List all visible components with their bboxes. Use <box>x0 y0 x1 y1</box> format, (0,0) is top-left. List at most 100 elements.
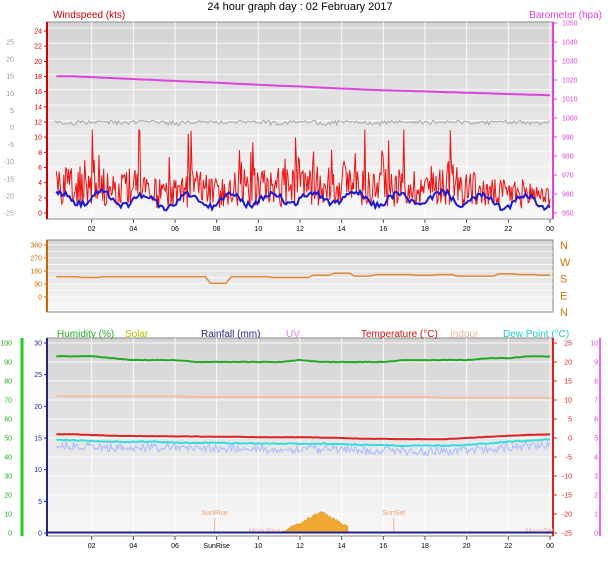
legend-uv: UV <box>286 329 300 340</box>
th-x-label: SunRise <box>203 543 230 550</box>
grey-trace-line <box>54 119 551 127</box>
compass-label: W <box>560 257 571 269</box>
windspeed-axis-label: 20 <box>34 59 42 66</box>
humidity-axis-label: 50 <box>4 436 12 443</box>
outer-speed-axis-label: -5 <box>8 142 14 149</box>
th-x-label: 00 <box>546 543 554 550</box>
outer-speed-axis-label: -20 <box>4 193 14 200</box>
indoor-temperature-line <box>56 395 550 399</box>
dewpoint-line <box>56 437 551 448</box>
outer-speed-axis-label: -10 <box>4 159 14 166</box>
humidity-axis-label: 40 <box>4 455 12 462</box>
windspeed-axis-label: 14 <box>34 104 42 111</box>
th-x-label: 14 <box>338 543 346 550</box>
legend-temperature: Temperature (°C) <box>361 329 438 340</box>
wind-x-label: 02 <box>88 226 96 233</box>
barometer-axis-label: 950 <box>562 211 574 218</box>
rainfall-axis-label: 30 <box>34 341 42 348</box>
wind-direction-line <box>56 272 550 285</box>
compass-label: N <box>560 307 568 319</box>
rainfall-axis-label: 25 <box>34 372 42 379</box>
temperature-axis-label: -20 <box>562 512 572 519</box>
direction-axis-label: 180 <box>30 269 42 276</box>
windspeed-axis-label: 2 <box>38 195 42 202</box>
temperature-axis-label: -5 <box>566 455 572 462</box>
uv-axis-label: 5 <box>594 436 598 443</box>
wind-x-label: 04 <box>129 226 137 233</box>
th-x-label: 20 <box>463 543 471 550</box>
outer-speed-axis-label: 25 <box>6 40 14 47</box>
th-x-label: 06 <box>171 543 179 550</box>
compass-label: S <box>560 274 567 286</box>
windspeed-axis-label: 18 <box>34 74 42 81</box>
th-x-label: 10 <box>254 543 262 550</box>
barometer-axis-label: 1050 <box>562 21 578 28</box>
th-x-label: 04 <box>129 543 137 550</box>
uv-axis-label: 6 <box>594 417 598 424</box>
sunrise-label: SunRise <box>201 510 228 517</box>
windspeed-axis-label: 8 <box>38 150 42 157</box>
humidity-axis-label: 20 <box>4 493 12 500</box>
rainfall-axis-label: 0 <box>38 531 42 538</box>
humidity-axis-label: 90 <box>4 360 12 367</box>
wind-x-label: 12 <box>296 226 304 233</box>
direction-axis-label: 0 <box>38 295 42 302</box>
barometer-axis-label: 980 <box>562 154 574 161</box>
wind-x-label: 08 <box>213 226 221 233</box>
barometer-axis-label: 1040 <box>562 40 578 47</box>
humidity-axis-label: 10 <box>4 512 12 519</box>
compass-label: N <box>560 240 568 252</box>
windspeed-axis-label: 22 <box>34 44 42 51</box>
uv-axis-label: 4 <box>594 455 598 462</box>
th-x-label: 18 <box>421 543 429 550</box>
direction-axis-label: 90 <box>34 282 42 289</box>
windspeed-axis-title: Windspeed (kts) <box>53 10 125 21</box>
rainfall-axis-label: 20 <box>34 404 42 411</box>
th-x-label: 12 <box>296 543 304 550</box>
uv-axis-label: 3 <box>594 474 598 481</box>
temperature-axis-label: -15 <box>562 493 572 500</box>
uv-axis-label: 8 <box>594 379 598 386</box>
windspeed-axis-label: 10 <box>34 135 42 142</box>
outer-speed-axis-label: 5 <box>10 108 14 115</box>
uv-axis-label: 10 <box>590 341 598 348</box>
temperature-axis-label: 20 <box>564 360 572 367</box>
barometer-axis-label: 1030 <box>562 59 578 66</box>
uv-axis-label: 2 <box>594 493 598 500</box>
outer-speed-axis-label: -15 <box>4 176 14 183</box>
barometer-axis-label: 1010 <box>562 97 578 104</box>
page-title: 24 hour graph day : 02 February 2017 <box>207 1 392 13</box>
outer-speed-axis-label: 20 <box>6 57 14 64</box>
windspeed-axis-label: 6 <box>38 165 42 172</box>
uv-axis-label: 1 <box>594 512 598 519</box>
barometer-axis-label: 1020 <box>562 78 578 85</box>
barometer-axis-label: 1000 <box>562 116 578 123</box>
direction-axis-label: 360 <box>30 243 42 250</box>
windspeed-line <box>55 129 551 209</box>
barometer-axis-label: 990 <box>562 135 574 142</box>
uv-axis-label: 9 <box>594 360 598 367</box>
wind-x-label: 22 <box>504 226 512 233</box>
legend-solar: Solar <box>125 329 149 340</box>
temperature-axis-label: 0 <box>568 436 572 443</box>
humidity-axis-label: 60 <box>4 417 12 424</box>
temperature-line <box>56 433 550 441</box>
rainfall-axis-label: 15 <box>34 436 42 443</box>
humidity-axis-label: 80 <box>4 379 12 386</box>
sunset-label: SunSet <box>382 510 405 517</box>
windspeed-axis-label: 0 <box>38 211 42 218</box>
compass-label: E <box>560 290 567 302</box>
outer-speed-axis-label: 0 <box>10 125 14 132</box>
windspeed-axis-label: 16 <box>34 89 42 96</box>
wind-x-label: 16 <box>379 226 387 233</box>
windspeed-axis-label: 24 <box>34 29 42 36</box>
temperature-axis-label: 15 <box>564 379 572 386</box>
temperature-axis-label: -25 <box>562 531 572 538</box>
humidity-axis-label: 0 <box>8 531 12 538</box>
th-x-label: 16 <box>379 543 387 550</box>
humidity-axis-label: 100 <box>0 341 12 348</box>
legend-rainfall: Rainfall (mm) <box>201 329 260 340</box>
temperature-axis-label: 5 <box>568 417 572 424</box>
